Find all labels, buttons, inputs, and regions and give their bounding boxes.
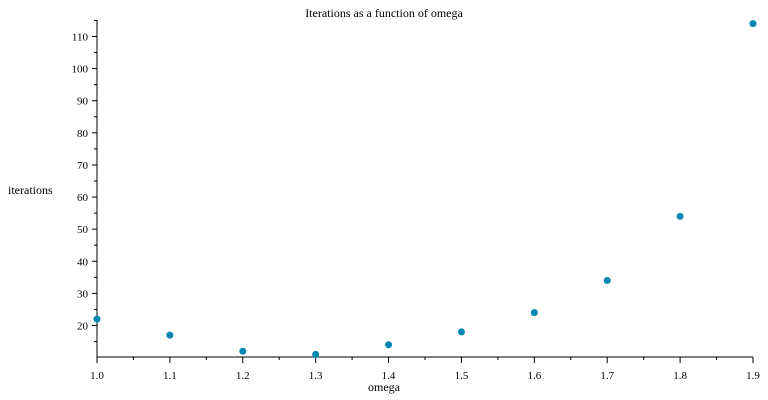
x-tick-label: 1.3: [309, 370, 323, 382]
data-point: [93, 315, 101, 323]
y-tick-label: 80: [77, 128, 89, 140]
chart-title: Iterations as a function of omega: [305, 6, 463, 20]
y-tick-label: 100: [72, 64, 89, 76]
data-point: [166, 331, 174, 339]
data-point: [676, 212, 684, 220]
x-tick-label: 1.4: [382, 370, 396, 382]
data-point: [749, 20, 757, 28]
y-tick-label: 90: [77, 96, 89, 108]
x-tick-label: 1.9: [746, 370, 760, 382]
axes: [96, 20, 753, 358]
data-point: [530, 309, 538, 317]
x-tick-label: 1.6: [527, 370, 541, 382]
x-tick-label: 1.5: [455, 370, 469, 382]
y-tick-label: 20: [77, 321, 89, 333]
data-point: [603, 277, 611, 285]
data-point: [457, 328, 465, 336]
ticks: 20 30 40 50 60 70 80 90 100 110 1.0 1.1 1.2 1.3 1.4 1.5…: [72, 19, 760, 382]
x-tick-label: 1.2: [236, 370, 250, 382]
data-point: [239, 347, 247, 355]
x-tick-label: 1.1: [163, 370, 177, 382]
x-axis-label: omega: [368, 380, 400, 394]
x-tick-label: 1.0: [90, 370, 104, 382]
data-point: [385, 341, 393, 349]
x-tick-label: 1.7: [600, 370, 614, 382]
x-tick-label: 1.8: [673, 370, 687, 382]
y-tick-label: 70: [77, 160, 89, 172]
y-tick-label: 30: [77, 288, 89, 300]
data-point: [312, 350, 320, 358]
y-axis-label: iterations: [8, 183, 53, 197]
y-tick-label: 40: [77, 256, 89, 268]
y-tick-label: 110: [72, 32, 89, 44]
data-points: [93, 20, 757, 358]
y-tick-label: 50: [77, 224, 89, 236]
y-tick-label: 60: [77, 192, 89, 204]
